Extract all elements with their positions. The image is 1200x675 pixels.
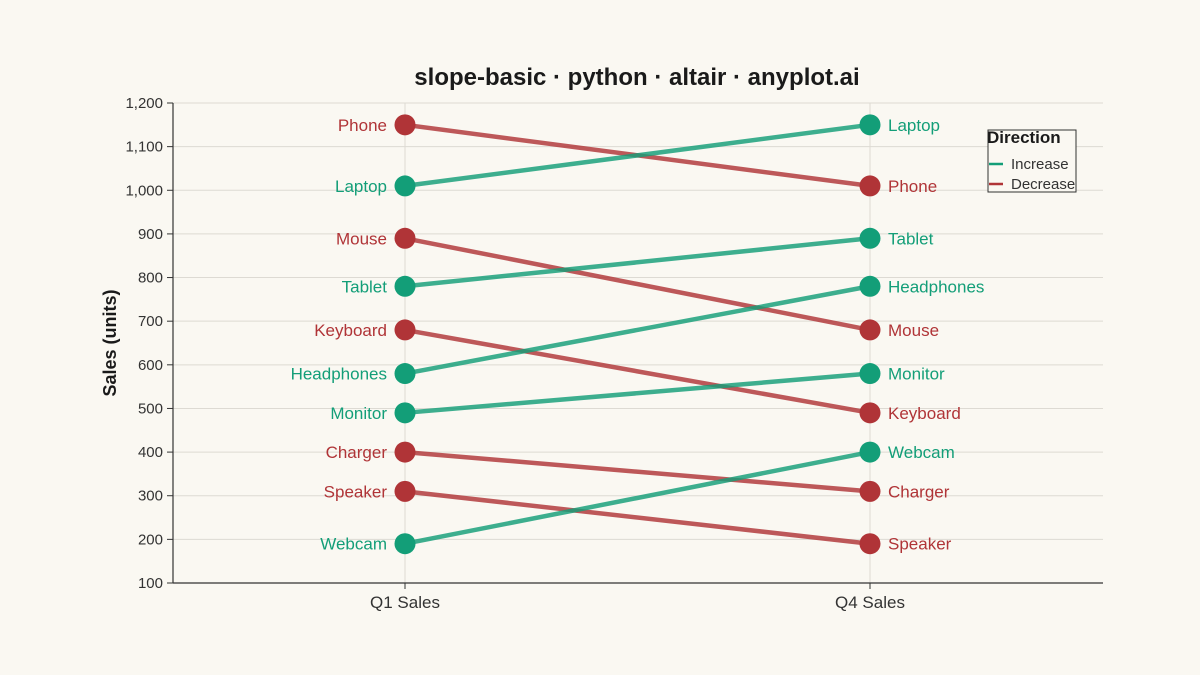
slope-line: [402, 122, 873, 189]
data-point: [859, 363, 881, 385]
point-label: Speaker: [324, 482, 388, 501]
point-label: Mouse: [336, 229, 387, 248]
legend-title: Direction: [987, 128, 1061, 147]
point-label: Tablet: [342, 277, 388, 296]
point-label: Webcam: [320, 535, 387, 554]
point-labels: Phone Phone Laptop Laptop Mouse Mouse Tablet Ta…: [291, 116, 985, 554]
point-label: Monitor: [888, 365, 945, 384]
x-tick-label: Q1 Sales: [370, 593, 440, 612]
point-label: Monitor: [330, 404, 387, 423]
y-tick-label: 1,100: [125, 139, 163, 156]
slope-line: [402, 284, 873, 376]
point-label: Keyboard: [314, 321, 387, 340]
data-point: [859, 227, 881, 249]
y-axis: 100 200 300 400 500 600 700 800 900 1,000 1,100 1,2…: [125, 95, 174, 592]
slope-line: [402, 236, 873, 289]
data-point: [394, 227, 416, 249]
data-point: [859, 114, 881, 136]
y-tick-label: 700: [138, 313, 163, 330]
point-label: Headphones: [291, 365, 387, 384]
y-tick-label: 1,000: [125, 182, 163, 199]
point-label: Laptop: [888, 116, 940, 135]
point-label: Charger: [888, 482, 950, 501]
y-tick-label: 800: [138, 270, 163, 287]
point-label: Phone: [338, 116, 387, 135]
y-tick-label: 200: [138, 531, 163, 548]
legend-box: [987, 129, 1077, 193]
data-point: [394, 363, 416, 385]
y-tick-label: 1,200: [125, 95, 163, 112]
slope-line: [402, 449, 873, 494]
slope-line: [402, 371, 873, 416]
point-label: Speaker: [888, 535, 952, 554]
gridlines: [173, 102, 1103, 584]
slope-lines: [402, 122, 873, 546]
legend-entry: Increase: [1011, 156, 1069, 173]
data-point: [394, 175, 416, 197]
data-point: [394, 114, 416, 136]
data-point: [394, 480, 416, 502]
slope-line: [402, 236, 873, 333]
y-tick-label: 400: [138, 444, 163, 461]
y-tick-label: 500: [138, 400, 163, 417]
data-point: [394, 402, 416, 424]
slope-line: [402, 449, 873, 546]
point-label: Charger: [326, 443, 388, 462]
data-point: [394, 533, 416, 555]
data-point: [859, 441, 881, 463]
legend: Direction Increase Decrease: [987, 128, 1077, 193]
data-point: [859, 533, 881, 555]
point-label: Mouse: [888, 321, 939, 340]
y-tick-label: 100: [138, 575, 163, 592]
slope-line: [402, 327, 873, 416]
y-tick-label: 300: [138, 488, 163, 505]
point-label: Keyboard: [888, 404, 961, 423]
y-tick-label: 900: [138, 226, 163, 243]
legend-entry: Decrease: [1011, 176, 1075, 193]
slope-line: [402, 489, 873, 546]
point-label: Phone: [888, 177, 937, 196]
x-tick-label: Q4 Sales: [835, 593, 905, 612]
point-label: Webcam: [888, 443, 955, 462]
y-tick-label: 600: [138, 357, 163, 374]
x-axis: Q1 Sales Q4 Sales: [173, 582, 1103, 612]
chart-title: slope-basic · python · altair · anyplot.…: [414, 64, 859, 91]
data-point: [859, 319, 881, 341]
data-point: [859, 402, 881, 424]
point-label: Tablet: [888, 229, 934, 248]
point-label: Laptop: [335, 177, 387, 196]
data-point: [859, 275, 881, 297]
data-point: [859, 175, 881, 197]
y-axis-title: Sales (units): [100, 289, 120, 396]
data-point: [394, 441, 416, 463]
data-points: [394, 114, 881, 555]
data-point: [394, 275, 416, 297]
data-point: [394, 319, 416, 341]
data-point: [859, 480, 881, 502]
point-label: Headphones: [888, 277, 984, 296]
